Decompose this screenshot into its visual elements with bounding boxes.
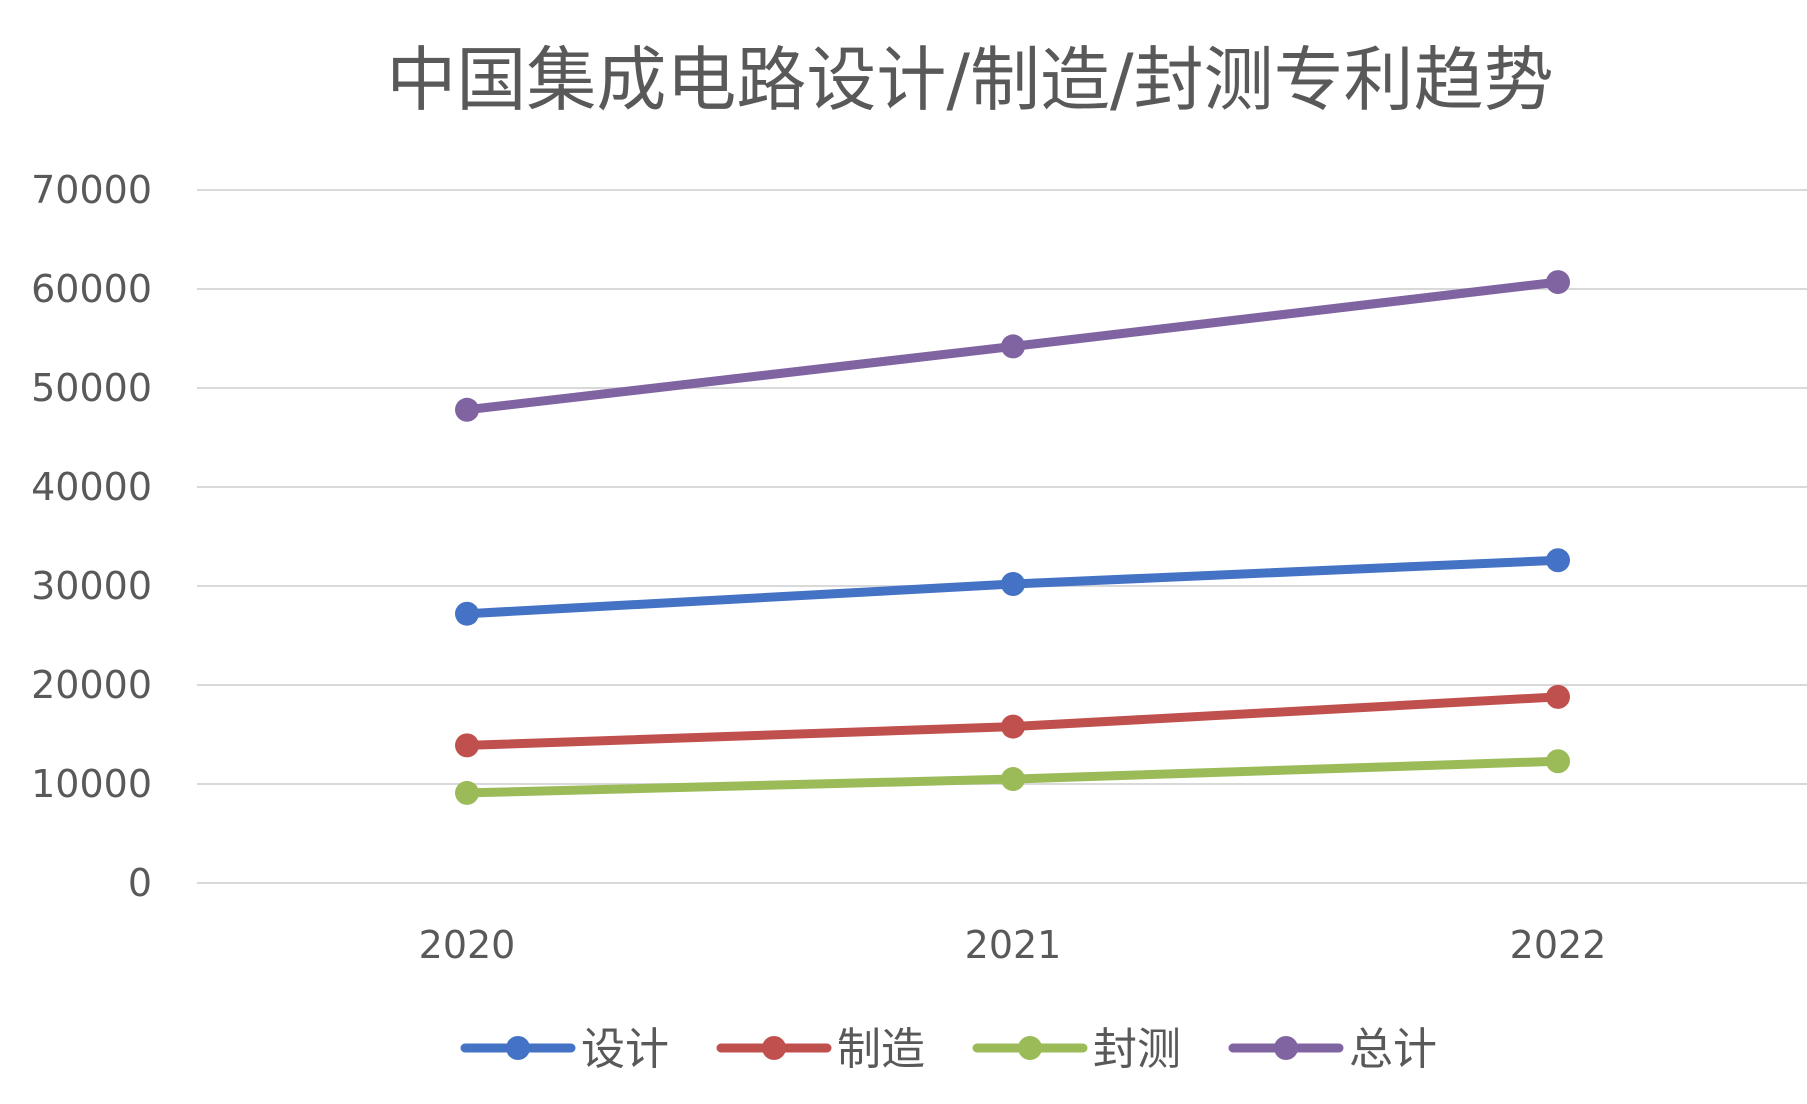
legend-item: 设计 bbox=[460, 1024, 669, 1075]
data-point bbox=[455, 601, 479, 626]
data-point bbox=[455, 397, 479, 422]
series-4 bbox=[455, 270, 1570, 422]
legend-item: 总计 bbox=[1228, 1024, 1437, 1075]
y-axis: 0 10000 20000 30000 40000 50000 60000 70000 bbox=[31, 168, 152, 905]
legend-item: 制造 bbox=[716, 1024, 925, 1075]
y-tick-label: 0 bbox=[128, 861, 152, 905]
legend-swatch-marker bbox=[1018, 1036, 1042, 1060]
series-1 bbox=[455, 548, 1570, 626]
data-point bbox=[1001, 714, 1025, 739]
data-point bbox=[455, 780, 479, 805]
x-tick-label: 2022 bbox=[1510, 923, 1607, 967]
data-point bbox=[1546, 684, 1570, 709]
data-point bbox=[1546, 749, 1570, 774]
data-point bbox=[1001, 334, 1025, 359]
x-tick-label: 2021 bbox=[965, 923, 1062, 967]
y-tick-label: 10000 bbox=[31, 762, 152, 806]
legend-swatch-marker bbox=[1274, 1036, 1298, 1060]
data-point bbox=[1546, 270, 1570, 295]
y-tick-label: 40000 bbox=[31, 465, 152, 509]
data-point bbox=[1001, 572, 1025, 597]
legend-label: 封测 bbox=[1093, 1024, 1181, 1075]
data-point bbox=[455, 733, 479, 758]
y-tick-label: 30000 bbox=[31, 564, 152, 608]
x-tick-label: 2020 bbox=[419, 923, 516, 967]
data-point bbox=[1546, 548, 1570, 573]
y-tick-label: 70000 bbox=[31, 168, 152, 212]
legend-swatch-marker bbox=[506, 1036, 530, 1060]
legend-swatch-marker bbox=[762, 1036, 786, 1060]
series-2 bbox=[455, 684, 1570, 758]
y-tick-label: 60000 bbox=[31, 267, 152, 311]
legend: 设计 制造 封测 总计 bbox=[460, 1024, 1437, 1075]
x-axis: 2020 2021 2022 bbox=[419, 923, 1607, 967]
chart-title: 中国集成电路设计/制造/封测专利趋势 bbox=[386, 39, 1553, 121]
series-layer bbox=[455, 270, 1570, 805]
legend-item: 封测 bbox=[972, 1024, 1181, 1075]
series-3 bbox=[455, 749, 1570, 805]
y-tick-label: 20000 bbox=[31, 663, 152, 707]
legend-label: 设计 bbox=[581, 1024, 669, 1075]
data-point bbox=[1001, 767, 1025, 792]
legend-label: 制造 bbox=[837, 1024, 925, 1075]
legend-label: 总计 bbox=[1349, 1024, 1437, 1075]
y-tick-label: 50000 bbox=[31, 366, 152, 410]
